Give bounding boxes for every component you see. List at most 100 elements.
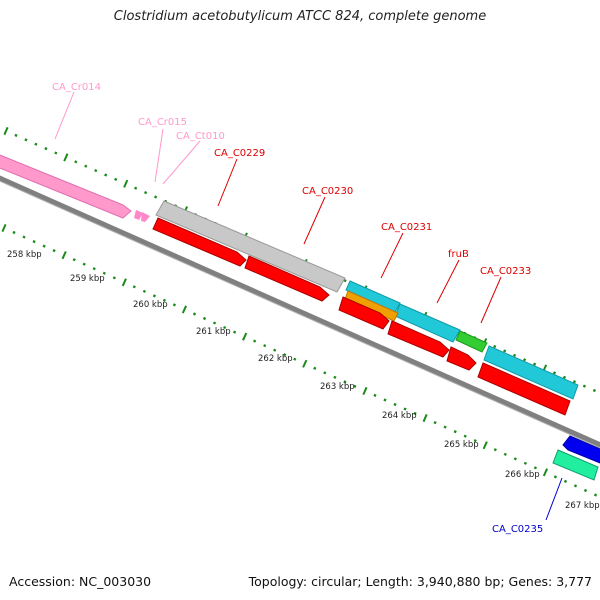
minor-tick — [503, 349, 507, 353]
gene-label[interactable]: CA_C0230 — [302, 186, 353, 197]
minor-tick — [343, 279, 347, 283]
gene-feature-orange[interactable] — [344, 290, 399, 322]
minor-tick — [172, 303, 176, 307]
minor-tick — [523, 358, 527, 362]
minor-tick — [114, 177, 118, 181]
gene-feature-ca-c0230[interactable] — [244, 255, 330, 302]
gene-feature-ca-c0235[interactable] — [552, 449, 599, 481]
minor-tick — [24, 138, 28, 142]
gene-label[interactable]: CA_C0231 — [381, 222, 432, 233]
inner-tick-track — [1, 223, 598, 497]
minor-tick — [323, 371, 327, 375]
major-tick — [1, 223, 7, 233]
scale-label: 261 kbp — [196, 327, 231, 337]
major-tick — [121, 278, 127, 287]
minor-tick — [144, 191, 148, 195]
accession-text: Accession: NC_003030 — [9, 574, 152, 589]
minor-tick — [513, 353, 517, 357]
minor-tick — [104, 173, 108, 177]
minor-tick — [74, 160, 78, 164]
minor-tick — [582, 384, 586, 388]
minor-tick — [473, 439, 477, 443]
scale-label: 267 kbp — [565, 501, 600, 511]
minor-tick — [12, 230, 16, 235]
scale-labels: 258 kbp 259 kbp 260 kbp 261 kbp 262 kbp … — [7, 250, 600, 511]
minor-tick — [202, 316, 207, 321]
minor-tick — [562, 375, 567, 379]
major-tick — [63, 153, 69, 162]
gene-feature-ca-c0231-cds[interactable] — [338, 296, 390, 330]
map-title: Clostridium acetobutylicum ATCC 824, com… — [113, 9, 487, 24]
gene-feature-ca-c0233-cds[interactable] — [477, 362, 571, 416]
scale-label: 266 kbp — [505, 470, 540, 480]
minor-tick — [533, 466, 537, 470]
minor-tick — [223, 325, 227, 330]
gene-label[interactable]: CA_Cr014 — [52, 82, 101, 93]
gene-feature-ca-cr014[interactable] — [0, 153, 132, 219]
minor-tick — [42, 244, 46, 248]
gene-label[interactable]: CA_Cr015 — [138, 117, 187, 128]
gene-label[interactable]: CA_C0235 — [492, 524, 543, 535]
minor-tick — [154, 195, 158, 199]
minor-tick — [523, 461, 527, 465]
gene-feature-ca-c0230-misc[interactable] — [155, 200, 346, 293]
gene-feature-ca-ct010[interactable] — [141, 212, 150, 222]
gene-label[interactable]: CA_C0233 — [480, 266, 531, 277]
minor-tick — [102, 271, 106, 275]
major-tick — [302, 359, 308, 368]
gene-label[interactable]: fruB — [448, 249, 469, 260]
major-tick — [362, 386, 368, 396]
minor-tick — [132, 285, 136, 289]
genome-backbone — [0, 175, 600, 448]
minor-tick — [22, 235, 26, 239]
minor-tick — [343, 380, 347, 384]
minor-tick — [383, 398, 387, 402]
minor-tick — [263, 344, 267, 348]
minor-tick — [503, 452, 507, 456]
minor-tick — [212, 321, 217, 325]
major-tick — [181, 305, 188, 314]
major-tick — [482, 441, 488, 450]
gene-feature-ca-c0229[interactable] — [152, 217, 247, 267]
gene-labels: CA_Cr014 CA_Cr015 CA_Ct010 CA_C0229 CA_C… — [52, 82, 543, 535]
minor-tick — [592, 388, 596, 393]
gene-label[interactable]: CA_Ct010 — [176, 131, 225, 142]
gene-label[interactable]: CA_C0229 — [214, 148, 265, 159]
label-leaders — [54, 91, 563, 521]
major-tick — [123, 179, 129, 188]
minor-tick — [583, 488, 588, 493]
scale-label: 258 kbp — [7, 250, 42, 260]
minor-tick — [32, 240, 36, 244]
gene-feature-frub[interactable] — [455, 330, 488, 353]
minor-tick — [353, 384, 357, 388]
minor-tick — [112, 276, 116, 280]
minor-tick — [313, 366, 317, 370]
minor-tick — [152, 294, 156, 298]
major-tick — [61, 251, 67, 260]
minor-tick — [52, 249, 56, 253]
minor-tick — [82, 262, 86, 266]
minor-tick — [393, 402, 397, 407]
minor-tick — [413, 411, 417, 416]
gene-feature-cds-small[interactable] — [446, 346, 477, 371]
genome-backbone-shadow — [0, 180, 600, 449]
minor-tick — [293, 357, 297, 361]
minor-tick — [533, 362, 537, 366]
minor-tick — [134, 186, 138, 190]
minor-tick — [142, 289, 146, 293]
gene-feature-frub-cds[interactable] — [387, 320, 450, 358]
gene-feature-blue[interactable] — [562, 435, 600, 465]
minor-tick — [92, 267, 96, 271]
minor-tick — [433, 421, 437, 425]
gene-feature-ca-c0233[interactable] — [483, 345, 579, 400]
minor-tick — [273, 348, 277, 352]
minor-tick — [84, 164, 88, 168]
minor-tick — [553, 475, 557, 479]
gene-feature-ca-cr015[interactable] — [134, 210, 143, 220]
minor-tick — [94, 169, 98, 173]
minor-tick — [563, 479, 568, 483]
minor-tick — [513, 457, 517, 461]
scale-label: 263 kbp — [320, 382, 355, 392]
minor-tick — [253, 339, 257, 343]
